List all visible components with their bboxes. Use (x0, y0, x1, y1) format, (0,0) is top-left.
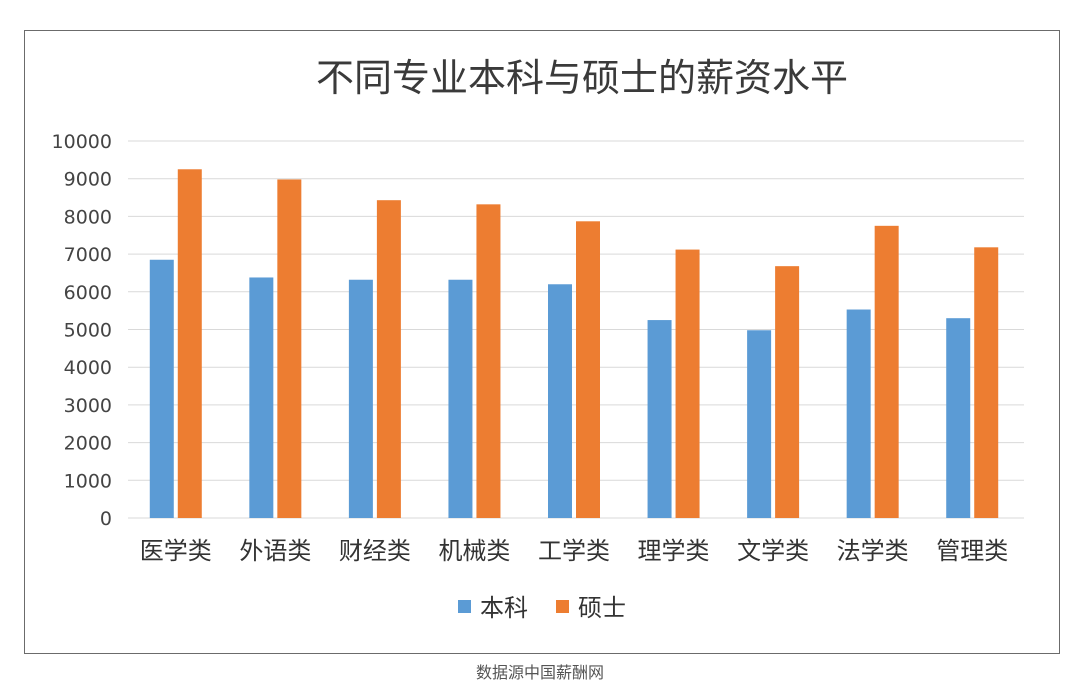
bar-master (476, 204, 501, 518)
x-tick-label: 医学类 (140, 537, 212, 565)
bar-bachelor (149, 259, 174, 518)
x-tick-label: 法学类 (837, 537, 909, 565)
y-tick-label: 4000 (64, 357, 112, 379)
legend-swatch (458, 600, 471, 613)
y-tick-label: 3000 (64, 395, 112, 417)
x-tick-label: 理学类 (638, 537, 710, 565)
bar-master (775, 266, 800, 518)
bar-bachelor (249, 277, 274, 518)
bar-master (576, 221, 600, 518)
source-note: 数据源中国薪酬网 (475, 663, 604, 682)
y-tick-label: 6000 (64, 282, 112, 304)
y-tick-label: 7000 (64, 244, 112, 266)
x-tick-label: 工学类 (538, 537, 610, 565)
x-tick-label: 机械类 (438, 537, 510, 565)
bar-bachelor (647, 320, 672, 518)
y-tick-label: 1000 (64, 470, 112, 492)
x-tick-label: 管理类 (936, 537, 1008, 565)
y-tick-label: 2000 (64, 433, 112, 455)
x-tick-label: 财经类 (339, 537, 411, 565)
bar-bachelor (946, 318, 971, 518)
bar-bachelor (548, 284, 572, 518)
bar-bachelor (348, 279, 373, 518)
x-axis-ticks: 医学类 外语类 财经类 机械类 工学类 理学类 文学类 法学类 管理类 (140, 537, 1008, 565)
y-axis-ticks: 0 1000 2000 3000 4000 5000 6000 7000 8000 9000 100… (52, 131, 112, 530)
y-tick-label: 5000 (64, 320, 112, 342)
y-tick-label: 10000 (52, 131, 112, 153)
bar-master (675, 249, 700, 519)
bars (149, 169, 999, 519)
y-tick-label: 8000 (64, 206, 112, 228)
legend-swatch (556, 600, 569, 613)
bar-bachelor (846, 309, 871, 518)
legend-label: 硕士 (578, 594, 626, 622)
x-tick-label: 文学类 (737, 537, 809, 565)
bar-master (177, 169, 202, 518)
bar-master (277, 179, 302, 519)
chart-title: 不同专业本科与硕士的薪资水平 (316, 56, 848, 100)
y-tick-label: 0 (100, 508, 112, 530)
bar-bachelor (448, 279, 473, 518)
bar-master (974, 247, 999, 518)
legend-label: 本科 (480, 594, 528, 622)
y-tick-label: 9000 (64, 169, 112, 191)
bar-chart: 不同专业本科与硕士的薪资水平 0 1000 2000 3000 4000 5000 6000… (52, 56, 1024, 622)
bar-master (874, 225, 899, 518)
bar-master (376, 200, 401, 518)
x-tick-label: 外语类 (239, 537, 311, 565)
legend: 本科 硕士 (458, 594, 626, 622)
bar-bachelor (747, 330, 772, 518)
